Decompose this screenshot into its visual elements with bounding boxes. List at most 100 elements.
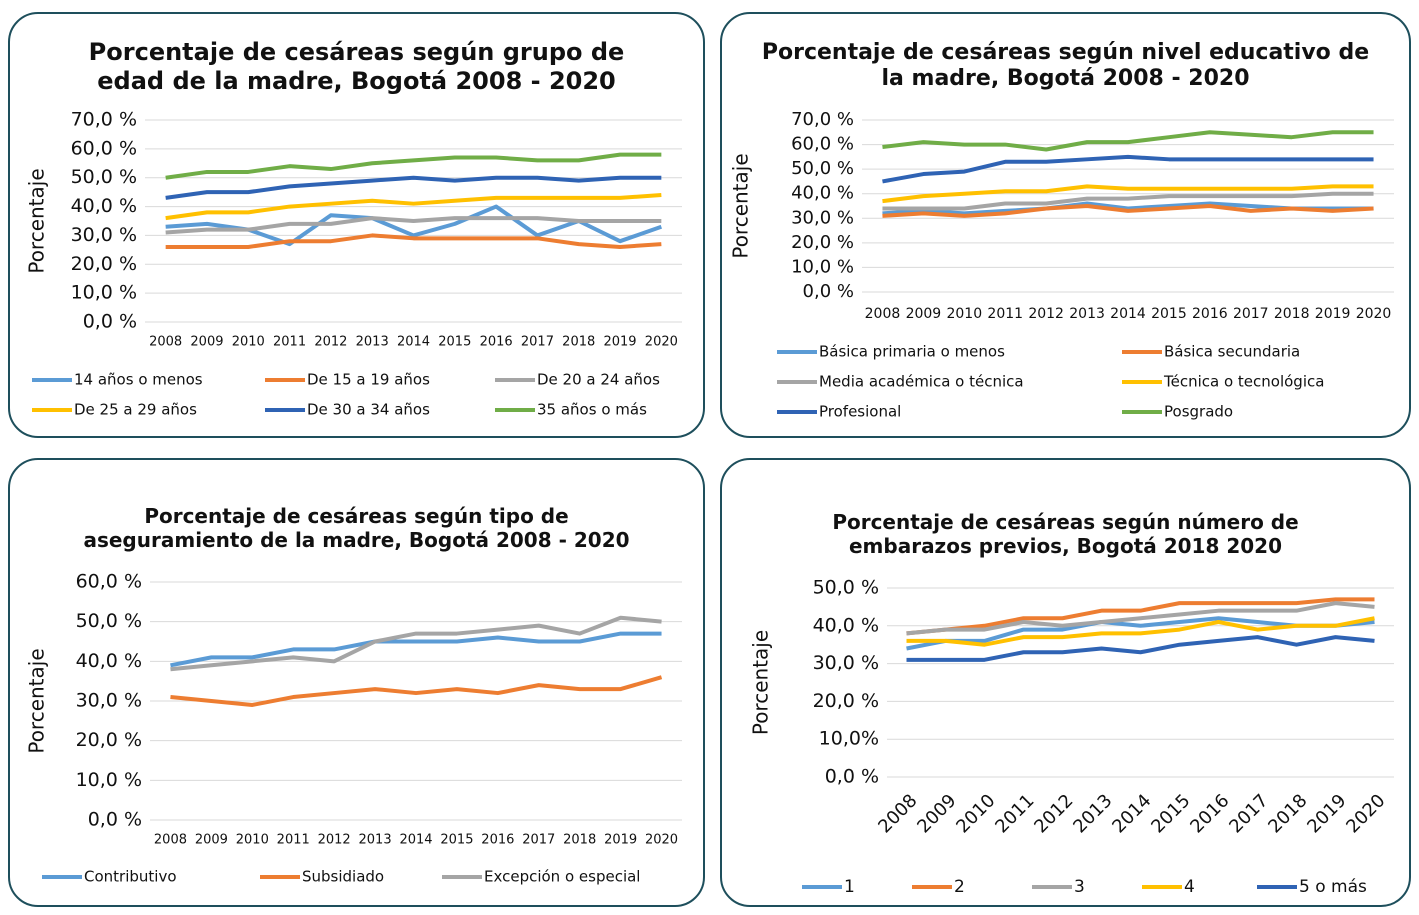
x-tick-label: 2018 (1264, 790, 1311, 837)
legend-label: 2 (954, 877, 965, 897)
y-axis-label: Porcentaje (749, 630, 773, 735)
x-tick-label: 2020 (1342, 790, 1389, 837)
legend-label: De 30 a 34 años (307, 401, 430, 419)
x-tick-label: 2017 (522, 833, 555, 848)
x-tick-label: 2008 (154, 833, 187, 848)
y-tick-label: 70,0 % (71, 109, 137, 131)
x-tick-label: 2020 (1356, 306, 1392, 322)
y-tick-label: 50,0 % (76, 610, 142, 632)
legend-label: 35 años o más (537, 401, 647, 419)
y-axis-label: Porcentaje (25, 168, 49, 273)
x-tick-label: 2011 (991, 790, 1038, 837)
series-line (882, 204, 1374, 218)
x-tick-label: 2019 (604, 833, 637, 848)
series-line (906, 601, 1375, 636)
y-tick-label: 20,0 % (76, 729, 142, 751)
panel: Porcentaje de cesáreas según nivel educa… (720, 12, 1411, 438)
legend-label: Profesional (819, 403, 901, 421)
x-tick-label: 2020 (645, 335, 678, 350)
y-tick-label: 40,0 % (71, 195, 137, 217)
legend-label: De 20 a 24 años (537, 371, 660, 389)
y-tick-label: 0,0 % (825, 766, 879, 788)
legend-label: Media académica o técnica (819, 373, 1024, 391)
y-tick-label: 30,0 % (813, 652, 879, 674)
panel: Porcentaje de cesáreas según número de e… (720, 458, 1411, 907)
y-tick-label: 40,0 % (76, 650, 142, 672)
x-tick-label: 2016 (1192, 306, 1228, 322)
legend-label: 5 o más (1299, 877, 1367, 897)
y-tick-label: 10,0 % (71, 282, 137, 304)
x-tick-label: 2014 (397, 335, 430, 350)
x-tick-label: 2015 (440, 833, 473, 848)
series-line (882, 191, 1374, 211)
y-tick-label: 10,0 % (791, 256, 854, 277)
legend-label: 1 (844, 877, 855, 897)
x-tick-label: 2010 (232, 335, 265, 350)
series-line (906, 616, 1375, 647)
y-tick-label: 50,0 % (71, 166, 137, 188)
x-tick-label: 2011 (273, 335, 306, 350)
x-tick-label: 2008 (149, 335, 182, 350)
x-tick-label: 2013 (359, 833, 392, 848)
chart-title: Porcentaje de cesáreas según tipo de ase… (83, 504, 630, 552)
series-line (170, 675, 663, 707)
y-tick-label: 30,0 % (791, 207, 854, 228)
panel: Porcentaje de cesáreas según grupo de ed… (8, 12, 705, 438)
legend-label: Contributivo (84, 868, 177, 886)
y-tick-label: 70,0 % (791, 109, 854, 130)
x-tick-label: 2016 (481, 833, 514, 848)
y-tick-label: 0,0 % (88, 809, 142, 831)
legend-label: 3 (1074, 877, 1085, 897)
y-tick-label: 20,0 % (71, 253, 137, 275)
series-line (906, 597, 1375, 636)
x-tick-label: 2020 (645, 833, 678, 848)
x-tick-label: 2019 (1315, 306, 1351, 322)
x-tick-label: 2018 (562, 335, 595, 350)
legend-label: Básica secundaria (1164, 343, 1300, 361)
series-line (170, 631, 662, 668)
x-tick-label: 2009 (190, 335, 223, 350)
x-tick-label: 2019 (1303, 790, 1350, 837)
legend-label: De 25 a 29 años (74, 401, 197, 419)
chart: Porcentaje 0,0 % 10,0 % 20,0 % 30,0 % 40,0 % 5… (25, 571, 682, 886)
x-tick-label: 2017 (521, 335, 554, 350)
x-tick-label: 2012 (318, 833, 351, 848)
y-axis-label: Porcentaje (729, 153, 753, 258)
x-tick-label: 2018 (1274, 306, 1310, 322)
x-tick-label: 2009 (195, 833, 228, 848)
x-tick-label: 2013 (1069, 306, 1105, 322)
y-tick-label: 30,0 % (71, 224, 137, 246)
series-line (165, 152, 662, 180)
x-tick-label: 2010 (236, 833, 269, 848)
x-tick-label: 2009 (906, 306, 942, 322)
legend-label: Excepción o especial (484, 868, 640, 886)
legend-label: Subsidiado (302, 868, 384, 886)
y-tick-label: 0,0 % (803, 281, 854, 302)
legend-label: Técnica o tecnológica (1163, 373, 1324, 391)
chart: Porcentaje 0,0 % 10,0% 20,0 % 30,0 % 40,0 % 50… (749, 577, 1394, 897)
x-tick-label: 2017 (1233, 306, 1269, 322)
panel: Porcentaje de cesáreas según tipo de ase… (8, 458, 705, 907)
chart: Porcentaje 0,0 % 10,0 % 20,0 % 30,0 % 40,0 % 5… (25, 109, 682, 419)
x-tick-label: 2011 (277, 833, 310, 848)
legend-label: Posgrado (1164, 403, 1233, 421)
series-line (170, 615, 662, 672)
series-line (165, 233, 662, 249)
y-tick-label: 10,0% (819, 728, 879, 750)
x-tick-label: 2012 (1028, 306, 1064, 322)
y-tick-label: 50,0 % (791, 158, 854, 179)
x-tick-label: 2015 (438, 335, 471, 350)
x-tick-label: 2009 (913, 790, 960, 837)
y-tick-label: 60,0 % (76, 571, 142, 593)
y-tick-label: 40,0 % (813, 614, 879, 636)
chart-title: Porcentaje de cesáreas según número de e… (832, 510, 1299, 558)
legend-label: De 15 a 19 años (307, 371, 430, 389)
x-tick-label: 2012 (1030, 790, 1077, 837)
x-tick-label: 2016 (480, 335, 513, 350)
x-tick-label: 2016 (1186, 790, 1233, 837)
y-tick-label: 20,0 % (813, 690, 879, 712)
series-line (165, 193, 662, 221)
x-tick-label: 2014 (1108, 790, 1155, 837)
y-tick-label: 20,0 % (791, 232, 854, 253)
